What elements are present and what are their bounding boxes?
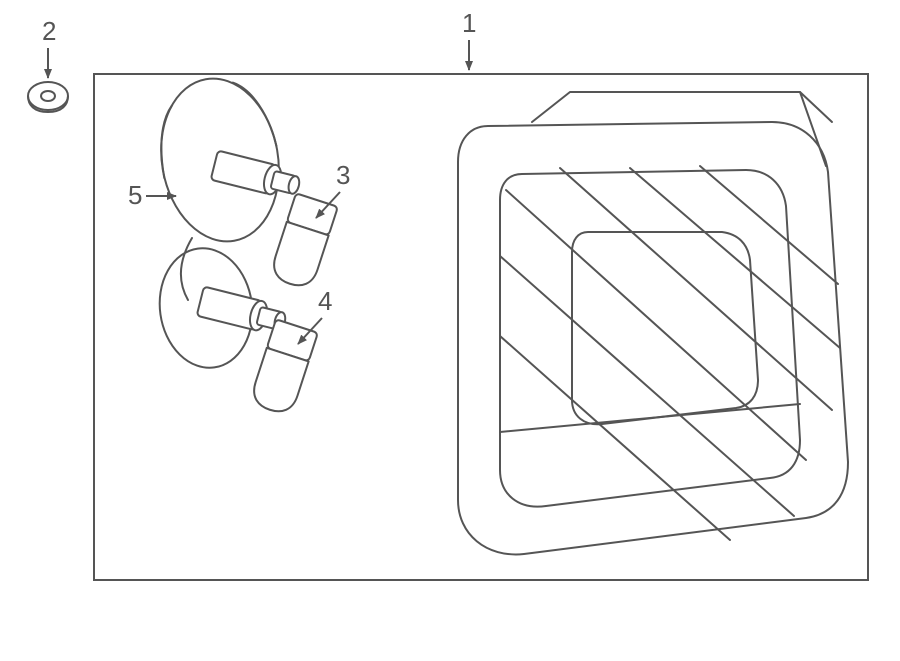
diagram-svg	[0, 0, 900, 661]
label-2: 2	[42, 18, 56, 44]
diagram-stage: 1 2 3 4 5	[0, 0, 900, 661]
part-nut	[28, 82, 68, 112]
part-lamp-housing	[458, 92, 848, 554]
part-bulb-upper	[269, 193, 338, 290]
label-5: 5	[128, 182, 142, 208]
label-1: 1	[462, 10, 476, 36]
label-3: 3	[336, 162, 350, 188]
label-4: 4	[318, 288, 332, 314]
lens-hatch	[500, 166, 840, 540]
